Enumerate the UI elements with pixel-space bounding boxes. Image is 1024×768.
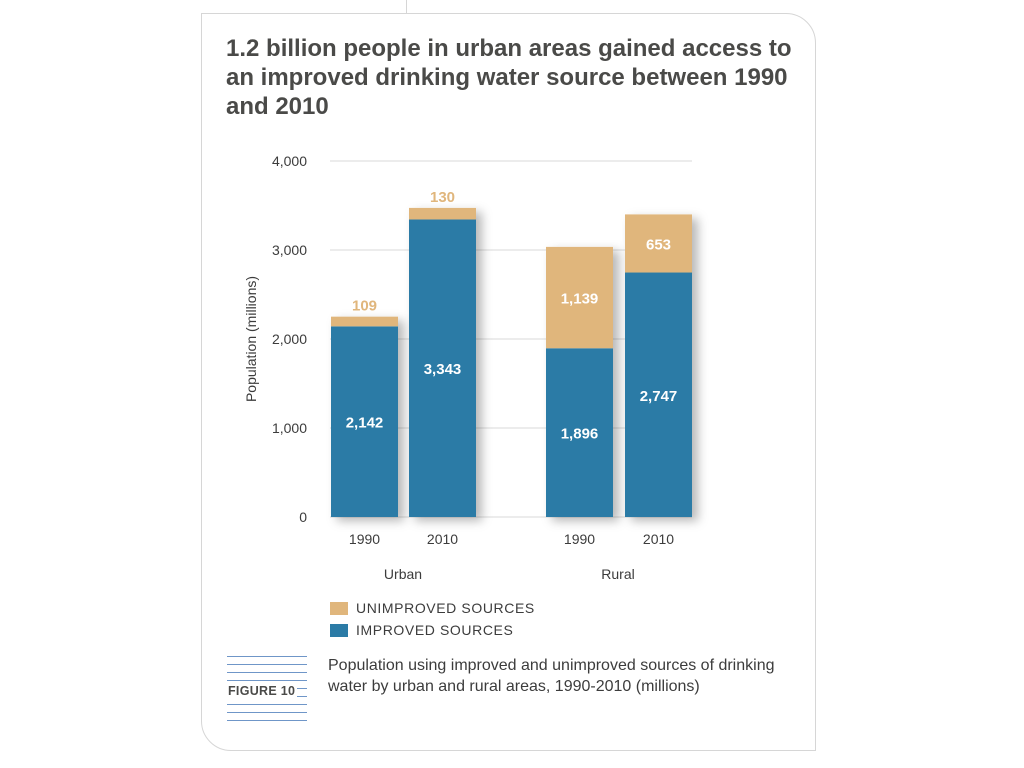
top-divider (406, 0, 407, 13)
bars (331, 207, 692, 517)
data-label-unimproved: 109 (352, 298, 377, 315)
bar-improved (546, 348, 613, 517)
x-tick-label: 2010 (643, 531, 674, 547)
data-label-unimproved: 130 (430, 189, 455, 206)
x-tick-label: 2010 (427, 531, 458, 547)
legend-swatch-unimproved (330, 601, 348, 615)
chart-title: 1.2 billion people in urban areas gained… (226, 35, 792, 120)
bar-unimproved (625, 214, 692, 273)
y-tick-label: 0 (299, 509, 307, 525)
bar-improved (331, 326, 398, 517)
figure-panel (201, 13, 816, 751)
data-labels: 2,142 109 3,343 130 1,896 1,139 2,747 653 (346, 189, 678, 443)
data-label-improved: 2,747 (640, 388, 678, 405)
x-axis: 1990 2010 1990 2010 Urban Rural (349, 531, 674, 582)
bar-unimproved (331, 316, 398, 327)
legend-item-improved: IMPROVED SOURCES (330, 619, 535, 641)
legend: UNIMPROVED SOURCES IMPROVED SOURCES (330, 597, 535, 641)
x-tick-label: 1990 (564, 531, 595, 547)
legend-swatch-improved (330, 623, 348, 637)
x-tick-label: 1990 (349, 531, 380, 547)
legend-label-unimproved: UNIMPROVED SOURCES (356, 600, 535, 616)
x-group-label: Urban (384, 566, 422, 582)
data-label-unimproved: 1,139 (561, 291, 599, 308)
bar-improved (409, 219, 476, 517)
data-label-improved: 1,896 (561, 426, 599, 443)
figure-number: FIGURE 10 (226, 683, 298, 699)
y-tick-label: 4,000 (272, 153, 307, 169)
y-axis: 0 1,000 2,000 3,000 4,000 Population (million… (243, 153, 307, 525)
legend-label-improved: IMPROVED SOURCES (356, 622, 514, 638)
figure-caption: Population using improved and unimproved… (328, 657, 775, 695)
data-label-improved: 3,343 (424, 361, 462, 378)
y-tick-label: 2,000 (272, 331, 307, 347)
bar-improved (625, 272, 692, 517)
bar-unimproved (409, 207, 476, 220)
x-group-label: Rural (601, 566, 634, 582)
data-label-unimproved: 653 (646, 236, 671, 253)
y-axis-title: Population (millions) (243, 276, 259, 402)
data-label-improved: 2,142 (346, 415, 384, 432)
bar-unimproved (546, 246, 613, 349)
y-tick-label: 1,000 (272, 420, 307, 436)
y-tick-label: 3,000 (272, 242, 307, 258)
legend-item-unimproved: UNIMPROVED SOURCES (330, 597, 535, 619)
